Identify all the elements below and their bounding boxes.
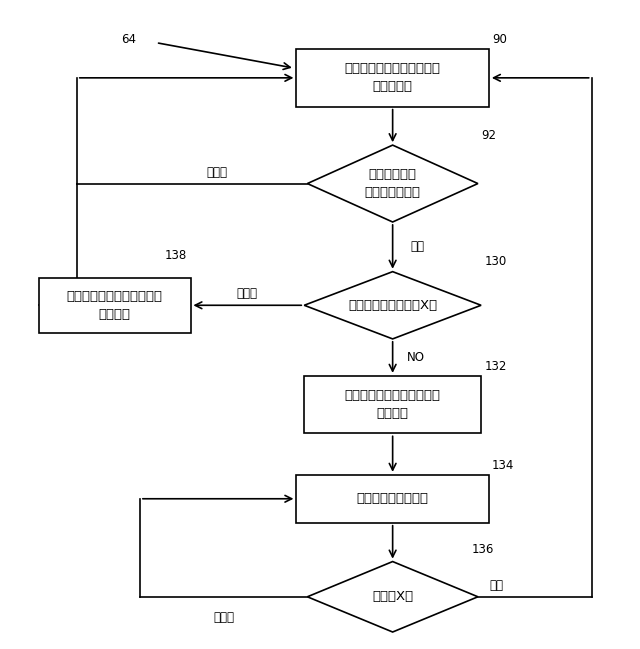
FancyBboxPatch shape: [296, 49, 489, 106]
Text: 92: 92: [481, 129, 496, 142]
FancyBboxPatch shape: [296, 474, 489, 523]
Text: 132: 132: [484, 360, 507, 373]
Polygon shape: [307, 561, 478, 632]
Text: いいえ: いいえ: [207, 165, 228, 178]
Text: はい: はい: [490, 579, 503, 592]
FancyBboxPatch shape: [39, 278, 191, 332]
Text: 90: 90: [492, 33, 507, 46]
Text: いいえ: いいえ: [213, 611, 234, 624]
Text: 136: 136: [472, 543, 494, 556]
Text: アクティブ化シーケンスを
実行する: アクティブ化シーケンスを 実行する: [345, 389, 441, 420]
Text: 130: 130: [484, 256, 506, 269]
Text: はい: はい: [410, 240, 424, 253]
Text: 64: 64: [121, 33, 136, 46]
Text: アクティブ化シーケンスを
実行する: アクティブ化シーケンスを 実行する: [67, 290, 163, 321]
Text: 134: 134: [492, 459, 515, 472]
Text: ロックアウトモード: ロックアウトモード: [356, 492, 429, 506]
Text: NO: NO: [406, 351, 424, 364]
Text: モーションは
検出されたか？: モーションは 検出されたか？: [365, 168, 420, 199]
Text: 時間＝X？: 時間＝X？: [372, 591, 413, 604]
Text: モーション／噴霧＝X？: モーション／噴霧＝X？: [348, 299, 437, 312]
FancyBboxPatch shape: [304, 376, 481, 434]
Text: いいえ: いいえ: [237, 288, 258, 300]
Text: 138: 138: [165, 249, 188, 262]
Polygon shape: [307, 145, 478, 222]
Text: アクティブオペレーション
を表示する: アクティブオペレーション を表示する: [345, 62, 441, 93]
Polygon shape: [304, 272, 481, 339]
